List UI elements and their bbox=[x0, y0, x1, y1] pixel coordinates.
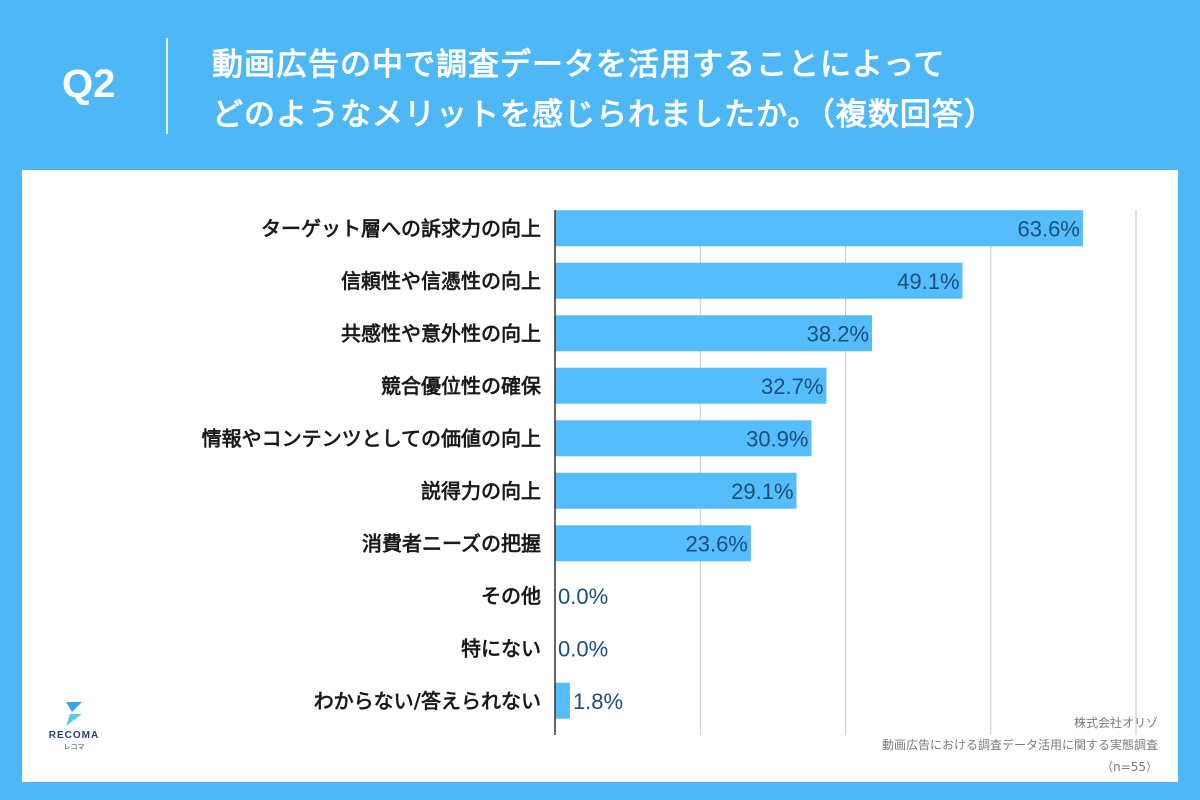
value-label-3: 32.7% bbox=[761, 374, 823, 399]
value-label-2: 38.2% bbox=[807, 321, 869, 346]
category-label-7: その他 bbox=[481, 584, 541, 608]
bar-3 bbox=[555, 367, 827, 404]
value-label-6: 23.6% bbox=[685, 531, 747, 556]
value-label-1: 49.1% bbox=[897, 269, 959, 294]
bar-5 bbox=[555, 472, 797, 509]
header-divider bbox=[166, 38, 168, 134]
question-title-line-2: どのようなメリットを感じられましたか。（複数回答） bbox=[212, 97, 996, 133]
bar-2 bbox=[555, 315, 873, 352]
category-label-3: 競合優位性の確保 bbox=[381, 374, 542, 398]
category-label-4: 情報やコンテンツとしての価値の向上 bbox=[202, 426, 541, 450]
category-label-9: わからない/答えられない bbox=[314, 689, 541, 713]
value-label-7: 0.0% bbox=[558, 584, 608, 609]
source-company: 株式会社オリゾ bbox=[1073, 716, 1158, 730]
source-survey: 動画広告における調査データ活用に関する実態調査 bbox=[881, 738, 1158, 752]
value-label-9: 1.8% bbox=[573, 689, 623, 714]
question-title: 動画広告の中で調査データを活用することによって どのようなメリットを感じられまし… bbox=[212, 40, 1172, 140]
recoma-logo-icon bbox=[66, 702, 82, 726]
source-note: 株式会社オリゾ 動画広告における調査データ活用に関する実態調査 （n=55） bbox=[882, 712, 1158, 778]
bar-1 bbox=[555, 262, 963, 299]
value-label-8: 0.0% bbox=[558, 636, 608, 661]
value-label-5: 29.1% bbox=[731, 479, 793, 504]
bar-6 bbox=[555, 525, 751, 562]
category-label-1: 信頼性や信憑性の向上 bbox=[341, 269, 541, 293]
bar-chart: ターゲット層への訴求力の向上 63.6% 信頼性や信憑性の向上 49.1% 共感性や意外… bbox=[202, 210, 1137, 735]
category-label-6: 消費者ニーズの把握 bbox=[362, 531, 541, 555]
value-label-4: 30.9% bbox=[746, 426, 808, 451]
source-sample: （n=55） bbox=[1101, 760, 1158, 774]
question-number: Q2 bbox=[62, 62, 116, 106]
bar-9 bbox=[555, 682, 570, 719]
bar-4 bbox=[555, 420, 812, 457]
header: Q2 動画広告の中で調査データを活用することによって どのようなメリットを感じら… bbox=[0, 0, 1200, 170]
category-label-2: 共感性や意外性の向上 bbox=[341, 321, 541, 345]
chart-panel: ターゲット層への訴求力の向上 63.6% 信頼性や信憑性の向上 49.1% 共感性や意外… bbox=[22, 170, 1178, 782]
logo-name: RECOMA bbox=[48, 730, 100, 741]
category-label-8: 特にない bbox=[461, 636, 541, 660]
bar-0 bbox=[555, 210, 1083, 247]
question-title-line-1: 動画広告の中で調査データを活用することによって bbox=[212, 47, 946, 83]
category-label-5: 説得力の向上 bbox=[421, 479, 541, 503]
logo-subtitle: レコマ bbox=[63, 743, 85, 751]
category-label-0: ターゲット層への訴求力の向上 bbox=[261, 216, 541, 240]
value-label-0: 63.6% bbox=[1017, 216, 1079, 241]
